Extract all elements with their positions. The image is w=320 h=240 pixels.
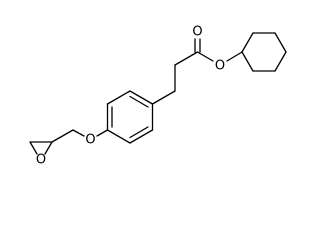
bond-inner [129,95,149,108]
bond [51,129,74,143]
bond [241,51,254,72]
atom-label: O [215,59,225,74]
atom-label: O [36,153,46,168]
bond [129,129,154,144]
bond [274,32,287,53]
bond [129,90,154,105]
bond [274,51,287,72]
bond [29,141,38,155]
bond [174,51,199,66]
bond [106,129,131,144]
bond [106,90,131,105]
bond [226,51,243,62]
molecule-diagram: O O O O [29,25,287,168]
bond [72,129,85,137]
bond [96,129,109,137]
atom-label: O [192,25,202,40]
bond [241,32,254,53]
bond [44,141,53,155]
bond [196,51,214,62]
atom-label: O [85,133,95,148]
bond-inner [129,126,149,139]
bond [151,90,176,105]
bonds [29,32,287,155]
page: O O O O (() => { const data = JSON.parse… [29,24,287,168]
